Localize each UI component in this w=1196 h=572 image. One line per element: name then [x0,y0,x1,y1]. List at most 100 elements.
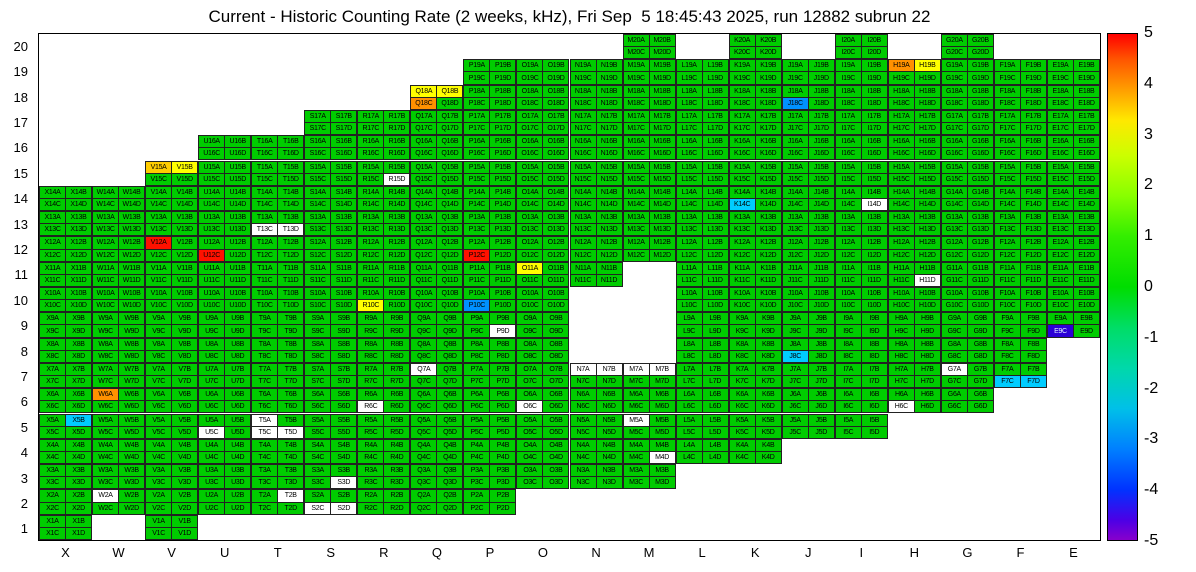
channel-E19C: E19C [1047,72,1074,85]
cell-O16: O16A O16B O16C O16D [516,135,570,161]
channel-L8C: L8C [676,350,703,363]
channel-K16B: K16B [755,136,782,149]
channel-U4D: U4D [225,451,252,465]
channel-S16C: S16C [305,148,332,161]
colorbar-tick-2: 2 [1144,176,1153,194]
channel-Q5B: Q5B [437,414,464,427]
cell-O8: O8A O8B O8C O8D [516,337,570,363]
cell-T9: T9A T9B T9C T9D [251,312,305,338]
channel-J11D: J11D [808,274,835,287]
channel-W13C: W13C [93,224,120,237]
channel-T14D: T14D [278,198,305,212]
channel-R4A: R4A [358,439,385,452]
channel-O6A: O6A [517,389,544,402]
channel-W14B: W14B [119,186,146,199]
channel-R2D: R2D [384,502,411,515]
channel-I9D: I9D [861,325,888,338]
channel-G20A: G20A [941,35,968,48]
channel-O5B: O5B [543,414,570,427]
cell-F14: F14A F14B F14C F14D [993,185,1047,212]
channel-F17A: F17A [994,110,1021,124]
cell-S2: S2A S2B S2C S2D [304,489,358,515]
channel-M7C: M7C [623,376,650,389]
channel-V9D: V9D [172,325,199,338]
cell-E10: E10A E10B E10C E10D [1046,287,1100,313]
channel-G13C: G13C [941,224,968,237]
channel-O12C: O12C [517,249,544,262]
channel-Q9C: Q9C [411,325,438,338]
channel-U14D: U14D [225,198,252,212]
channel-R8C: R8C [358,350,385,363]
channel-L5C: L5C [676,426,703,439]
cell-N15: N15A N15B N15C N15D [569,160,623,186]
channel-V7D: V7D [172,376,199,389]
channel-E12D: E12D [1073,249,1100,262]
channel-G6D: G6D [967,401,994,414]
channel-X9C: X9C [40,325,67,338]
channel-V1A: V1A [146,515,173,528]
channel-N5C: N5C [570,426,597,439]
channel-G12C: G12C [941,249,968,262]
channel-E11D: E11D [1073,274,1100,287]
channel-X3A: X3A [40,465,67,478]
channel-J5D: J5D [808,426,835,439]
channel-O15D: O15D [543,173,570,186]
channel-G15A: G15A [941,161,968,174]
channel-P19C: P19C [464,72,491,85]
channel-E10B: E10B [1073,288,1100,301]
channel-M18B: M18B [649,85,676,98]
channel-V10A: V10A [146,288,173,301]
channel-L18B: L18B [702,85,729,98]
colorbar-tick--2: -2 [1144,379,1159,397]
channel-Q9A: Q9A [411,313,438,326]
x-axis-label-V: V [167,545,176,560]
channel-O8C: O8C [517,350,544,363]
channel-F8B: F8B [1020,338,1047,351]
cell-L7: L7A L7B L7C L7D [675,362,729,389]
cell-R11: R11A R11B R11C R11D [357,261,411,287]
channel-F15A: F15A [994,161,1021,174]
cell-J6: J6A J6B J6C J6D [781,388,835,414]
y-axis-label-14: 14 [13,191,28,207]
channel-H14D: H14D [914,198,941,212]
channel-L6D: L6D [702,401,729,414]
cell-P6: P6A P6B P6C P6D [463,388,517,414]
channel-Q9D: Q9D [437,325,464,338]
channel-L10B: L10B [702,288,729,301]
channel-K4A: K4A [729,439,756,452]
channel-K8C: K8C [729,350,756,363]
cell-E9: E9A E9B E9C E9D [1046,312,1100,338]
cell-Q3: Q3A Q3B Q3C Q3D [410,464,464,490]
channel-L15C: L15C [676,173,703,186]
channel-X4A: X4A [40,439,67,452]
channel-Q17B: Q17B [437,110,464,124]
channel-T14A: T14A [252,186,279,199]
channel-N18A: N18A [570,85,597,98]
cell-F12: F12A F12B F12C F12D [993,236,1047,262]
cell-X1: X1A X1B X1C X1D [39,514,93,540]
channel-X12A: X12A [40,237,67,250]
cell-U16: U16A U16B U16C U16D [198,135,252,161]
cell-V8: V8A V8B V8C V8D [145,337,199,363]
channel-G17B: G17B [967,110,994,124]
channel-E14A: E14A [1047,186,1074,199]
channel-H9A: H9A [888,313,915,326]
cell-E11: E11A E11B E11C E11D [1046,261,1100,287]
channel-H8A: H8A [888,338,915,351]
channel-V9B: V9B [172,313,199,326]
cell-K12: K12A K12B K12C K12D [728,236,782,262]
channel-W11C: W11C [93,274,120,287]
channel-M18D: M18D [649,97,676,110]
channel-F18A: F18A [994,85,1021,98]
channel-G20B: G20B [967,35,994,48]
channel-O3C: O3C [517,477,544,490]
channel-P13A: P13A [464,212,491,225]
channel-T2A: T2A [252,490,279,503]
channel-T6B: T6B [278,389,305,402]
channel-O11C: O11C [517,274,544,287]
cell-U12: U12A U12B U12C U12D [198,236,252,262]
channel-J10A: J10A [782,288,809,301]
cell-R5: R5A R5B R5C R5D [357,413,411,439]
channel-I11A: I11A [835,262,862,275]
channel-Q18C: Q18C [411,97,438,110]
